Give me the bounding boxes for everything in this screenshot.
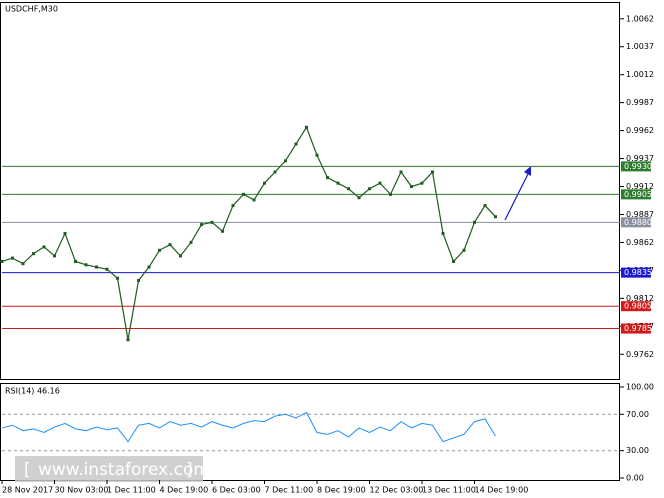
price-point — [21, 262, 25, 266]
price-point — [483, 204, 487, 208]
price-point — [11, 256, 14, 260]
price-point — [315, 153, 319, 157]
x-tick-label: 30 Nov 03:00 — [55, 486, 109, 495]
price-point — [284, 159, 287, 163]
price-point — [32, 252, 35, 256]
price-point — [368, 187, 371, 191]
level-label-box — [621, 301, 651, 312]
price-point — [168, 243, 172, 247]
price-point — [210, 220, 214, 224]
price-point — [389, 192, 392, 196]
price-line — [1, 125, 496, 340]
price-point — [263, 181, 266, 185]
watermark: www.instaforex.com — [38, 460, 210, 480]
rsi-tick-label: 30.00 — [626, 446, 649, 455]
rsi-tick-label: 100.00 — [626, 383, 654, 392]
price-point — [105, 267, 109, 271]
level-label-box — [621, 267, 651, 278]
price-point — [347, 187, 350, 191]
price-point — [84, 263, 88, 267]
price-point — [326, 176, 329, 180]
rsi-line — [1, 411, 496, 443]
x-tick-label: 8 Dec 19:00 — [317, 486, 366, 495]
price-point — [420, 181, 424, 185]
arrow-head — [524, 166, 531, 176]
y-tick-label: 0.9862 — [626, 238, 654, 247]
y-tick-label: 0.9937 — [626, 154, 654, 163]
price-point — [273, 170, 277, 174]
price-point — [137, 278, 140, 282]
price-point — [357, 196, 361, 200]
y-tick-label: 0.9962 — [626, 126, 654, 135]
x-tick-label: 1 Dec 11:00 — [107, 486, 156, 495]
level-label-box — [621, 161, 651, 172]
price-point — [462, 248, 466, 252]
price-point — [147, 265, 151, 269]
price-point — [473, 220, 476, 224]
x-tick-label: 13 Dec 11:00 — [422, 486, 476, 495]
price-point — [0, 259, 4, 263]
level-label-box — [621, 189, 651, 200]
price-point — [294, 142, 298, 146]
arrow — [504, 169, 531, 221]
y-tick-label: 1.0037 — [626, 42, 654, 51]
watermark-box — [15, 456, 203, 482]
price-point — [116, 276, 119, 280]
x-tick-label: 14 Dec 19:00 — [475, 486, 529, 495]
y-tick-label: 0.9887 — [626, 210, 654, 219]
level-label: 0.9805 — [624, 302, 652, 311]
price-point — [53, 254, 56, 258]
price-point — [242, 192, 245, 196]
rsi-title: RSI(14) 46.16 — [5, 387, 60, 396]
x-tick-label: 7 Dec 11:00 — [265, 486, 314, 495]
price-point — [126, 338, 130, 342]
x-tick-label: 28 Nov 2017 — [2, 486, 53, 495]
price-point — [399, 170, 403, 174]
price-point — [42, 245, 46, 249]
price-point — [410, 185, 413, 189]
level-label: 0.9880 — [624, 218, 652, 227]
level-label: 0.9785 — [624, 324, 652, 333]
level-label: 0.9905 — [624, 190, 652, 199]
price-point — [452, 259, 455, 263]
price-point — [189, 240, 193, 244]
level-label-box — [621, 323, 651, 334]
y-tick-label: 1.0012 — [626, 70, 654, 79]
price-point — [74, 259, 77, 263]
price-point — [252, 198, 256, 202]
y-tick-label: 1.0062 — [626, 14, 654, 23]
chart-title: USDCHF,M30 — [5, 5, 58, 14]
x-tick-label: 12 Dec 03:00 — [370, 486, 424, 495]
rsi-tick-label: 0.00 — [626, 474, 644, 483]
rsi-tick-label: 70.00 — [626, 410, 649, 419]
x-tick-label: 4 Dec 19:00 — [160, 486, 209, 495]
level-label-box — [621, 217, 651, 228]
price-point — [441, 231, 445, 235]
price-point — [336, 181, 340, 185]
price-point — [378, 181, 382, 185]
price-point — [63, 231, 67, 235]
price-point — [221, 229, 224, 233]
y-tick-label: 0.9912 — [626, 182, 654, 191]
y-tick-label: 0.9812 — [626, 294, 654, 303]
y-tick-label: 0.9987 — [626, 98, 654, 107]
price-panel — [0, 2, 620, 380]
rsi-panel — [0, 383, 620, 481]
price-point — [494, 215, 497, 219]
level-label: 0.9930 — [624, 162, 652, 171]
price-point — [431, 170, 434, 174]
price-point — [305, 125, 308, 129]
bracket: ] — [186, 460, 193, 480]
price-point — [200, 223, 203, 227]
price-point — [231, 204, 235, 208]
x-tick-label: 6 Dec 03:00 — [212, 486, 261, 495]
level-label: 0.9835 — [624, 268, 652, 277]
y-tick-label: 0.9762 — [626, 350, 654, 359]
bracket: [ — [24, 460, 31, 480]
price-point — [179, 254, 182, 258]
price-point — [158, 248, 161, 252]
price-point — [95, 265, 98, 269]
